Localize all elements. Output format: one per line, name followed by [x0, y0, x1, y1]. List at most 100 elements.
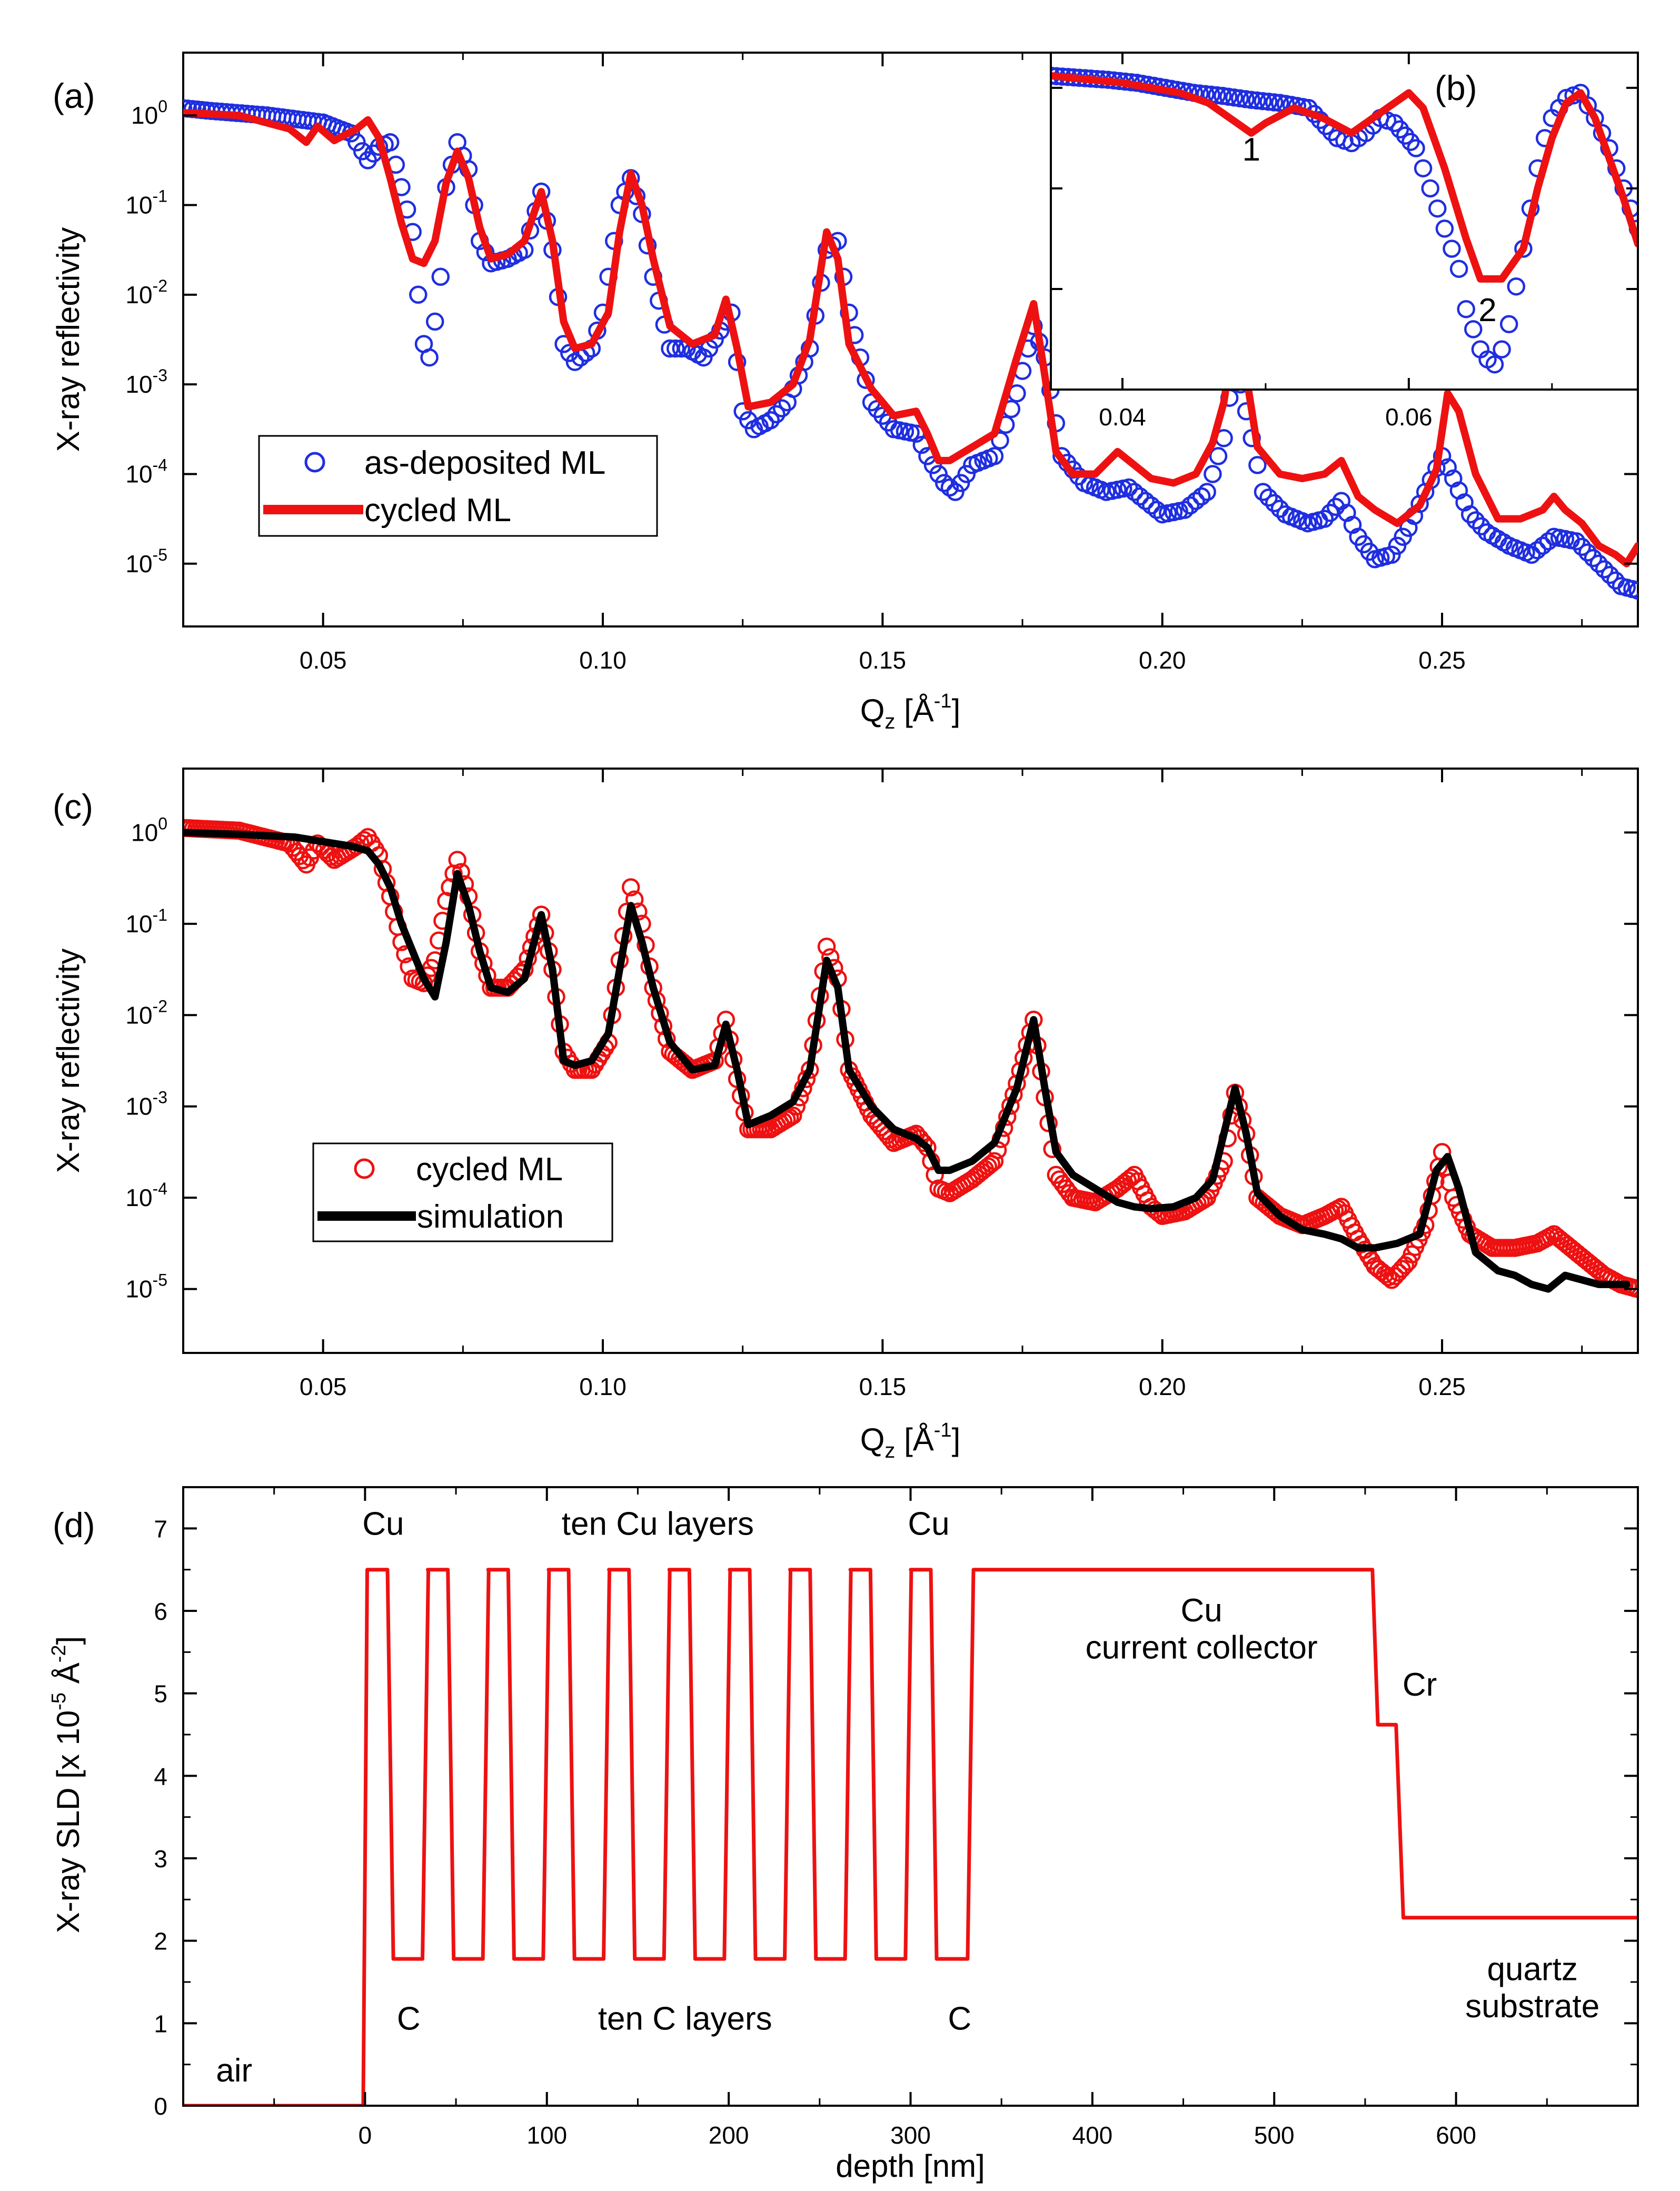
d-x-tick-label: 200 [709, 2122, 749, 2149]
d-annotation: Cu [1180, 1592, 1222, 1629]
panel-label-d: (d) [53, 1506, 95, 1545]
inset-background [1051, 53, 1638, 390]
as-deposited-point [1383, 545, 1401, 564]
y-tick-exp: -1 [153, 905, 167, 924]
as-deposited-point [733, 402, 752, 421]
inset-as-deposited-point [1248, 91, 1266, 110]
x-axis-label-a: Qz [Å-1] [860, 690, 961, 733]
d-annotation: air [216, 2053, 252, 2089]
panel-label-c: (c) [53, 787, 93, 826]
as-deposited-point [946, 483, 965, 501]
panel-label-b: (b) [1435, 68, 1477, 107]
axes-d: 0 100 200 300 400 500 600 0 1 2 3 4 5 6 7 [154, 1487, 1638, 2149]
legend-c: cycled ML simulation [312, 1142, 613, 1242]
as-deposited-point [1460, 505, 1479, 524]
as-deposited-point [923, 456, 942, 474]
y-tick-base: 10 [131, 819, 158, 846]
plot-area-c [183, 819, 1638, 1298]
as-deposited-point [425, 312, 444, 331]
y-tick-base: 10 [125, 371, 152, 398]
y-tick-base: 10 [131, 102, 158, 129]
inset-as-deposited-point [1225, 88, 1244, 107]
legend-a: as-deposited ML cycled ML [258, 435, 658, 537]
as-deposited-point [1595, 560, 1614, 579]
as-deposited-point [1394, 527, 1412, 546]
inset-as-deposited-point [1259, 92, 1278, 111]
legend-label-as-deposited: as-deposited ML [364, 445, 605, 481]
legend-marker-cycled [354, 1158, 375, 1179]
d-annotation: ten C layers [598, 2001, 772, 2037]
y-tick-base: 10 [125, 910, 152, 938]
axes-a: 0.05 0.10 0.15 0.20 0.2510010-110-210-310-41… [125, 53, 1638, 674]
as-deposited-point [929, 465, 948, 483]
as-deposited-point [1209, 447, 1228, 465]
inset-as-deposited-point [1435, 220, 1454, 238]
d-x-tick-label: 100 [526, 2122, 567, 2149]
inset-as-deposited-point [1457, 300, 1475, 318]
inset-as-deposited-point [1265, 93, 1284, 112]
d-annotation: ten Cu layers [562, 1506, 754, 1542]
cycled-c-point [1379, 1268, 1398, 1287]
as-deposited-point [1528, 541, 1546, 560]
legend-box-a [258, 435, 658, 537]
as-deposited-point [772, 399, 791, 417]
as-deposited-point [1578, 543, 1597, 562]
plot-area-a [183, 99, 1638, 600]
as-deposited-point [1181, 496, 1200, 515]
inset-as-deposited-point [1507, 277, 1526, 296]
as-deposited-point [1198, 483, 1216, 501]
inset-as-deposited-point [1443, 240, 1461, 258]
y-tick-label: 10-4 [125, 1179, 167, 1211]
as-deposited-point [1119, 478, 1138, 497]
as-deposited-point [1534, 536, 1552, 555]
as-deposited-point [1584, 549, 1603, 567]
as-deposited-point [353, 142, 372, 161]
inset-as-deposited-point [1230, 89, 1249, 107]
as-deposited-point [666, 339, 685, 358]
legend-label-cycled-c: cycled ML [416, 1151, 563, 1188]
as-deposited-point [1248, 456, 1267, 474]
as-deposited-point [1539, 532, 1558, 551]
inset-frame-b [1050, 52, 1639, 391]
y-tick-label: 10-4 [125, 455, 167, 487]
d-x-tick-label: 0 [359, 2122, 372, 2149]
plot-area-b [1051, 66, 1638, 374]
panel-a: (a) 0.05 0.10 0.15 0.20 0.2510010-110-210-31… [51, 52, 1639, 733]
as-deposited-point [767, 405, 786, 424]
as-deposited-point [1187, 492, 1205, 510]
legend-label-cycled: cycled ML [364, 492, 511, 529]
inset-panel-b: 0.04 0.06 1 2 (b) [1050, 52, 1639, 431]
as-deposited-point [409, 285, 428, 304]
inset-x-tick-label: 0.06 [1385, 403, 1433, 431]
y-tick-base: 10 [125, 192, 152, 219]
y-axis-label-a: X-ray reflectivity [51, 227, 86, 452]
as-deposited-point [1388, 536, 1407, 555]
panel-label-a: (a) [53, 76, 95, 115]
y-tick-base: 10 [125, 1276, 152, 1303]
y-tick-base: 10 [125, 1184, 152, 1211]
inset-x-tick-label: 0.04 [1099, 403, 1146, 431]
as-deposited-point [565, 353, 584, 371]
d-y-tick-label: 7 [154, 1515, 167, 1542]
d-x-tick-label: 400 [1072, 2122, 1113, 2149]
y-tick-base: 10 [125, 460, 152, 487]
plot-area-d [183, 1568, 1638, 2106]
as-deposited-point [431, 267, 450, 286]
d-annotation: Cu [362, 1506, 404, 1542]
d-y-tick-label: 2 [154, 1928, 167, 1955]
y-tick-base: 10 [125, 281, 152, 308]
y-tick-label: 10-3 [125, 1088, 167, 1120]
x-axis-label-d: depth [nm] [836, 2148, 985, 2184]
y-tick-label: 10-5 [125, 545, 167, 577]
inset-as-deposited-point [1421, 179, 1439, 198]
inset-as-deposited-point [1414, 159, 1433, 177]
inset-as-deposited-point [1208, 86, 1226, 105]
x-tick-label: 0.10 [579, 1373, 627, 1400]
cycled-c-point [784, 1106, 802, 1125]
as-deposited-point [1601, 565, 1619, 584]
y-tick-exp: -4 [153, 1179, 167, 1198]
cycled-c-point [914, 1133, 933, 1152]
inset-as-deposited-point [1407, 139, 1425, 157]
as-deposited-point [420, 348, 439, 367]
as-deposited-point [672, 339, 691, 358]
